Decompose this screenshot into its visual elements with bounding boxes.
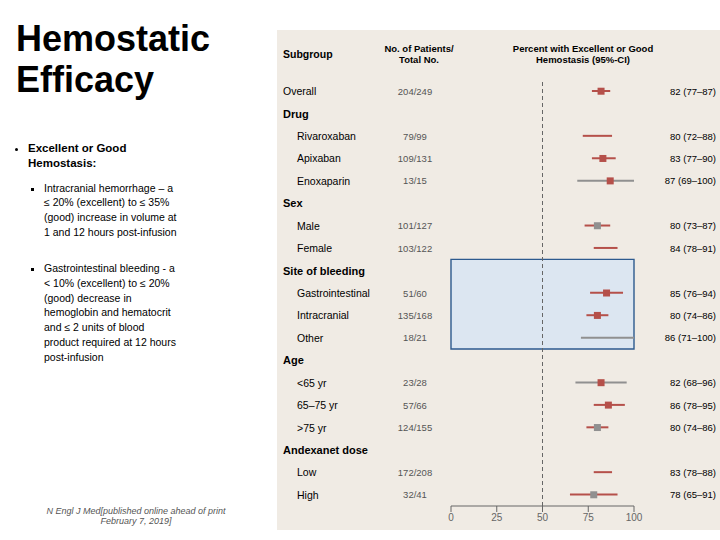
svg-text:124/155: 124/155 <box>398 422 432 433</box>
svg-text:80 (73–87): 80 (73–87) <box>670 220 712 231</box>
svg-text:32/41: 32/41 <box>403 489 427 500</box>
svg-text:57/66: 57/66 <box>403 400 427 411</box>
html-text:Gastrointestinal bleeding - a: Gastrointestinal bleeding - a < 10% (exc… <box>44 262 176 363</box>
svg-text:135/168: 135/168 <box>398 310 432 321</box>
svg-text:Intracranial: Intracranial <box>297 309 349 321</box>
html-text:N Engl J Med[published online: N Engl J Med[published online ahead of p… <box>46 506 226 526</box>
svg-text:Rivaroxaban: Rivaroxaban <box>297 130 356 142</box>
svg-text:65–75 yr: 65–75 yr <box>297 399 338 411</box>
html-text:No. of Patients/ Total No.: No. of Patients/ Total No. <box>384 43 454 65</box>
svg-text:84 (78–91): 84 (78–91) <box>670 243 712 254</box>
svg-text:75: 75 <box>583 512 595 523</box>
svg-text:204/249: 204/249 <box>398 86 432 97</box>
svg-text:0: 0 <box>448 512 454 523</box>
svg-text:101/127: 101/127 <box>398 220 432 231</box>
svg-text:87 (69–100): 87 (69–100) <box>665 175 712 186</box>
html-text:Percent with Excellent or Good: Percent with Excellent or Good Hemostasi… <box>512 43 654 65</box>
svg-text:80 (72–88): 80 (72–88) <box>670 131 712 142</box>
svg-text:83 (78–88): 83 (78–88) <box>670 467 712 478</box>
svg-text:Overall: Overall <box>283 85 316 97</box>
svg-text:High: High <box>297 489 319 501</box>
svg-text:Male: Male <box>297 220 320 232</box>
svg-text:85 (76–94): 85 (76–94) <box>670 288 712 299</box>
svg-text:>75 yr: >75 yr <box>297 422 327 434</box>
html-text:Excellent or Good Hemostasis:: Excellent or Good Hemostasis: <box>28 141 127 169</box>
svg-text:Drug: Drug <box>283 108 309 120</box>
svg-text:Site of bleeding: Site of bleeding <box>283 265 365 277</box>
svg-text:Gastrointestinal: Gastrointestinal <box>297 287 370 299</box>
svg-text:25: 25 <box>491 512 503 523</box>
svg-text:86 (78–95): 86 (78–95) <box>670 400 712 411</box>
svg-text:86 (71–100): 86 (71–100) <box>665 332 712 343</box>
svg-text:Enoxaparin: Enoxaparin <box>297 175 350 187</box>
svg-text:109/131: 109/131 <box>398 153 432 164</box>
svg-text:82 (68–96): 82 (68–96) <box>670 377 712 388</box>
svg-text:Female: Female <box>297 242 332 254</box>
html-text:Hemostatic Efficacy: Hemostatic Efficacy <box>16 18 211 101</box>
svg-text:Apixaban: Apixaban <box>297 152 341 164</box>
svg-text:Other: Other <box>297 332 324 344</box>
svg-text:100: 100 <box>626 512 643 523</box>
svg-text:82 (77–87): 82 (77–87) <box>670 86 712 97</box>
svg-text:79/99: 79/99 <box>403 131 427 142</box>
svg-text:23/28: 23/28 <box>403 377 427 388</box>
svg-text:172/208: 172/208 <box>398 467 432 478</box>
svg-text:80 (74–86): 80 (74–86) <box>670 422 712 433</box>
svg-text:Sex: Sex <box>283 197 303 209</box>
svg-text:83 (77–90): 83 (77–90) <box>670 153 712 164</box>
svg-text:Low: Low <box>297 466 317 478</box>
svg-text:78 (65–91): 78 (65–91) <box>670 489 712 500</box>
svg-text:51/60: 51/60 <box>403 288 427 299</box>
svg-text:Andexanet dose: Andexanet dose <box>283 444 368 456</box>
svg-text:80 (74–86): 80 (74–86) <box>670 310 712 321</box>
svg-text:50: 50 <box>537 512 549 523</box>
html-text:Intracranial hemorrhage – a ≤: Intracranial hemorrhage – a ≤ 20% (excel… <box>44 181 177 238</box>
svg-text:18/21: 18/21 <box>403 332 427 343</box>
svg-text:103/122: 103/122 <box>398 243 432 254</box>
svg-text:Age: Age <box>283 354 304 366</box>
svg-text:<65 yr: <65 yr <box>297 377 327 389</box>
svg-text:13/15: 13/15 <box>403 175 427 186</box>
html-text:Subgroup: Subgroup <box>283 48 333 60</box>
